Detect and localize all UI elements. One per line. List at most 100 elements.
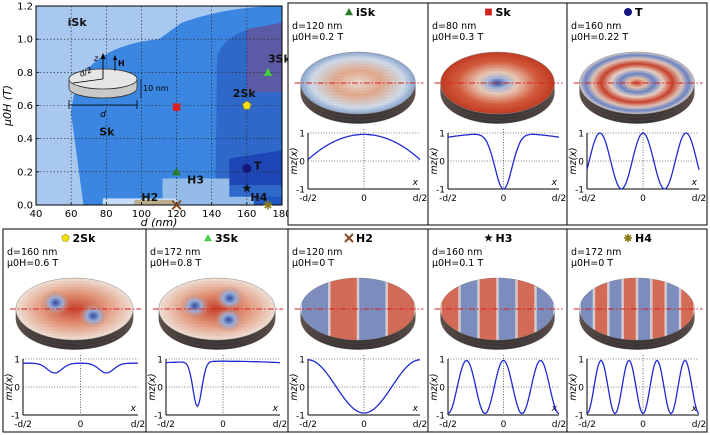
panel-d-text: d=160 nm xyxy=(7,247,57,258)
star-icon xyxy=(484,233,493,242)
x-tick-label: 160 xyxy=(237,209,256,220)
spin-row xyxy=(440,310,555,313)
profile-ytick: 1 xyxy=(299,356,305,366)
spin-row xyxy=(579,325,695,328)
triangle-icon xyxy=(263,67,273,76)
square-icon xyxy=(172,103,181,111)
panel-d-text: d=172 nm xyxy=(571,247,621,258)
spin-row xyxy=(579,78,695,81)
profile-plot: 1 0 -1 mz(x) x -d/2 0 d/2 xyxy=(568,129,706,204)
y-axis-label: μ0H (T) xyxy=(1,85,14,127)
skyrmion-core xyxy=(215,285,245,311)
profile-plot: 1 0 -1 mz(x) x -d/2 0 d/2 xyxy=(429,355,566,430)
profile-ytick: 0 xyxy=(578,158,584,168)
profile-xtick: d/2 xyxy=(413,420,427,430)
profile-xtick: 0 xyxy=(501,194,507,204)
panel-h-text: μ0H=0.22 T xyxy=(571,32,628,43)
spin-row xyxy=(440,307,555,310)
y-tick-label: 0.4 xyxy=(17,134,33,145)
square-icon xyxy=(485,8,492,16)
panel-marker xyxy=(345,8,353,16)
profile-xtick: -d/2 xyxy=(439,194,457,204)
spin-row xyxy=(440,96,555,99)
asterisk-icon xyxy=(624,234,632,242)
spin-row xyxy=(579,96,695,99)
triangle-icon xyxy=(204,234,212,242)
profile-ytick: 0 xyxy=(578,384,584,394)
spin-row xyxy=(440,66,555,69)
profile-xtick: -d/2 xyxy=(578,420,596,430)
skyrmion-core xyxy=(78,303,108,329)
spin-row xyxy=(579,337,695,340)
triangle-icon xyxy=(172,167,181,176)
spin-row xyxy=(300,111,416,114)
asterisk-icon xyxy=(263,200,273,210)
panel-title: iSk xyxy=(356,6,376,19)
profile-curve xyxy=(447,133,560,190)
region-label: 2Sk xyxy=(233,87,257,100)
profile-xlabel: x xyxy=(551,404,558,414)
profile-ytick: -1 xyxy=(575,412,584,422)
spin-row xyxy=(440,298,555,301)
spin-row xyxy=(440,322,555,325)
panel-h-text: μ0H=0.2 T xyxy=(292,32,343,43)
x-tick-label: 120 xyxy=(167,209,186,220)
y-tick-label: 0.8 xyxy=(17,68,33,79)
x-tick-label: 60 xyxy=(65,209,78,220)
spin-row xyxy=(440,60,555,63)
x-tick-label: 140 xyxy=(202,209,221,220)
profile-ytick: -1 xyxy=(296,412,305,422)
profile-ytick: 0 xyxy=(299,384,305,394)
profile-ytick: 0 xyxy=(14,384,20,394)
profile-xtick: -d/2 xyxy=(157,420,175,430)
profile-plot: 1 0 -1 mz(x) x -d/2 0 d/2 xyxy=(147,355,287,430)
profile-ytick: 1 xyxy=(14,356,20,366)
spin-row xyxy=(579,280,695,283)
panel-title: Sk xyxy=(496,6,512,19)
spin-row xyxy=(300,60,416,63)
x-tick-label: 180 xyxy=(272,209,291,220)
panel-frame xyxy=(287,2,429,226)
panel-marker xyxy=(624,234,632,242)
skyrmion-core xyxy=(180,293,210,319)
profile-xtick: d/2 xyxy=(131,420,145,430)
y-tick-label: 1.2 xyxy=(17,2,33,13)
profile-ylabel: mz(x) xyxy=(429,373,440,400)
y-tick-label: 0.2 xyxy=(17,167,33,178)
spin-row xyxy=(300,328,416,331)
spin-row xyxy=(300,87,416,90)
profile-xtick: d/2 xyxy=(692,194,706,204)
marker-sk xyxy=(172,103,181,111)
profile-ytick: 1 xyxy=(439,130,445,140)
marker-2sk xyxy=(242,100,252,110)
profile-curve xyxy=(23,362,138,374)
x-tick-label: 100 xyxy=(132,209,151,220)
profile-ytick: 1 xyxy=(439,356,445,366)
spin-row xyxy=(300,304,416,307)
spin-row xyxy=(579,316,695,319)
spin-row xyxy=(300,78,416,81)
profile-xtick: -d/2 xyxy=(578,194,596,204)
region-h3 xyxy=(162,178,254,205)
panel-h-text: μ0H=0 T xyxy=(571,258,613,269)
x-tick-label: 40 xyxy=(30,209,43,220)
region-label: H3 xyxy=(187,173,204,186)
spin-row xyxy=(440,319,555,322)
spin-row xyxy=(300,337,416,340)
spin-row xyxy=(440,304,555,307)
spin-row xyxy=(300,52,416,54)
region-label: iSk xyxy=(68,16,88,29)
panel-d-text: d=160 nm xyxy=(571,21,621,32)
spin-row xyxy=(440,289,555,292)
spin-row xyxy=(579,322,695,325)
profile-xtick: -d/2 xyxy=(299,420,317,430)
region-t xyxy=(229,150,282,186)
spin-row xyxy=(300,63,416,66)
profile-ylabel: mz(x) xyxy=(568,147,579,174)
spin-row xyxy=(440,81,555,84)
spin-row xyxy=(579,286,695,289)
